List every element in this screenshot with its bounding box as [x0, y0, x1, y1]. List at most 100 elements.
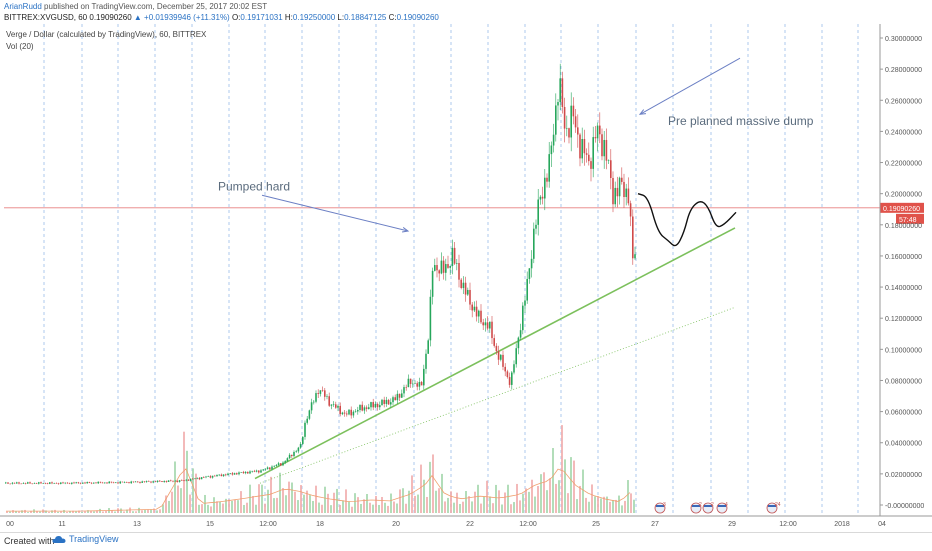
y-tick-label-9: 0.12000000 — [885, 316, 922, 323]
candle-50 — [115, 482, 117, 484]
candle-67 — [152, 480, 154, 484]
candle-243 — [539, 195, 542, 205]
candle-252 — [559, 63, 561, 111]
candle-body-260 — [577, 127, 579, 135]
volume-bar-100 — [306, 490, 308, 513]
candle-212 — [471, 301, 473, 318]
volume-bar-200 — [606, 496, 608, 513]
candle-269 — [596, 122, 599, 152]
event-flag-stripe-2 — [704, 505, 712, 507]
volume-bar-125 — [381, 496, 383, 513]
candle-body-86 — [194, 478, 196, 480]
candle-46 — [106, 482, 108, 484]
candle-body-199 — [442, 260, 445, 273]
low-value: 0.18847125 — [344, 13, 387, 22]
candle-body-96 — [216, 475, 218, 477]
author-name[interactable]: ArianRudd — [4, 2, 42, 11]
candle-body-242 — [537, 199, 539, 225]
candle-body-198 — [440, 260, 443, 274]
volume-bar-196 — [594, 496, 596, 513]
volume-legend[interactable]: Vol (20) — [6, 42, 34, 51]
candle-body-248 — [550, 145, 553, 155]
candle-body-104 — [233, 473, 236, 475]
candle-37 — [86, 481, 88, 484]
volume-bar-208 — [630, 493, 632, 513]
candle-140 — [313, 400, 315, 405]
candle-104 — [233, 472, 236, 475]
candle-body-188 — [418, 382, 421, 387]
candle-206 — [458, 254, 460, 288]
volume-bar-154 — [468, 496, 470, 513]
volume-bar-48 — [150, 509, 152, 513]
candle-199 — [442, 256, 445, 280]
open-value: 0.19171031 — [240, 13, 283, 22]
candle-body-267 — [592, 137, 594, 169]
volume-bar-103 — [315, 485, 317, 513]
candle-8 — [22, 482, 25, 485]
candle-180 — [401, 389, 403, 398]
volume-bar-142 — [432, 454, 434, 513]
candle-body-130 — [291, 454, 293, 457]
candle-body-65 — [148, 481, 150, 482]
candle-86 — [194, 478, 196, 480]
candle-body-132 — [295, 451, 297, 453]
candle-155 — [346, 410, 348, 417]
candle-body-233 — [517, 337, 520, 349]
candle-185 — [412, 379, 414, 388]
volume-bar-44 — [138, 507, 140, 513]
candle-236 — [524, 295, 526, 314]
annotation-0: Pumped hard — [218, 180, 290, 194]
candle-95 — [214, 474, 216, 477]
volume-bar-104 — [318, 502, 320, 513]
candle-body-82 — [185, 479, 187, 481]
volume-bar-168 — [510, 504, 512, 513]
candle-260 — [577, 114, 579, 148]
volume-bar-91 — [279, 472, 281, 513]
candle-40 — [93, 482, 95, 484]
candle-body-269 — [596, 125, 599, 139]
candle-106 — [238, 471, 240, 476]
candle-body-228 — [506, 371, 509, 378]
publish-text: published on TradingView.com, December 2… — [44, 2, 268, 11]
candle-156 — [348, 408, 350, 416]
candle-172 — [383, 396, 385, 408]
candle-body-117 — [262, 469, 264, 471]
candle-285 — [632, 209, 634, 265]
y-tick-label-0: 0.30000000 — [885, 36, 922, 43]
event-count-0: 3 — [663, 502, 666, 508]
volume-bar-77 — [237, 500, 239, 513]
candle-14 — [35, 482, 38, 485]
candle-body-175 — [390, 402, 392, 405]
volume-bar-10 — [36, 511, 38, 513]
candle-body-161 — [359, 404, 361, 411]
volume-bar-115 — [351, 506, 353, 513]
volume-bar-43 — [135, 511, 137, 513]
volume-bar-152 — [462, 501, 464, 513]
candle-body-150 — [335, 404, 337, 408]
candle-51 — [117, 482, 119, 485]
candle-body-33 — [77, 482, 80, 484]
candle-238 — [528, 268, 531, 284]
candle-224 — [497, 345, 500, 366]
volume-bar-166 — [504, 492, 506, 513]
candle-122 — [273, 465, 275, 468]
candle-body-156 — [348, 409, 350, 415]
tradingview-brand[interactable]: TradingView — [52, 534, 119, 544]
volume-bar-18 — [60, 511, 62, 513]
candle-45 — [104, 482, 106, 484]
candle-body-226 — [502, 354, 504, 367]
candle-body-141 — [315, 393, 317, 402]
volume-bar-58 — [180, 488, 182, 513]
volume-bar-35 — [111, 510, 113, 513]
candle-266 — [590, 157, 592, 182]
candle-265 — [588, 142, 590, 166]
candle-123 — [275, 464, 278, 467]
series-legend[interactable]: Verge / Dollar (calculated by TradingVie… — [6, 30, 207, 39]
candle-body-46 — [106, 482, 108, 484]
candle-body-241 — [535, 224, 537, 229]
volume-bar-193 — [585, 497, 587, 513]
candle-body-244 — [541, 196, 544, 199]
y-tick-label-4: 0.22000000 — [885, 161, 922, 168]
candle-237 — [526, 271, 528, 304]
